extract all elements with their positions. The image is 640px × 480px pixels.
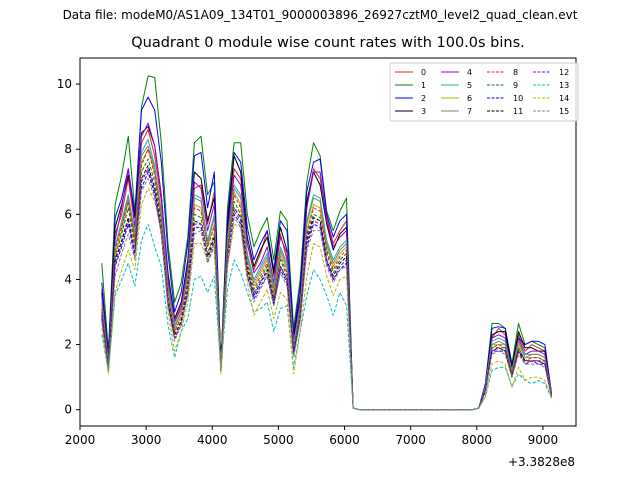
y-tick-label: 0: [64, 403, 72, 417]
y-tick-label: 6: [64, 207, 72, 221]
x-offset-label: +3.3828e8: [508, 455, 575, 469]
legend-label-0: 0: [421, 68, 426, 77]
legend-label-13: 13: [559, 81, 569, 90]
y-tick-label: 10: [57, 77, 72, 91]
legend-label-2: 2: [421, 94, 426, 103]
x-tick-label: 6000: [329, 433, 360, 447]
x-tick-label: 2000: [65, 433, 96, 447]
series-line-0: [101, 129, 552, 411]
chart-title: Quadrant 0 module wise count rates with …: [131, 35, 525, 51]
legend-label-9: 9: [513, 81, 518, 90]
figure-suptitle: Data file: modeM0/AS1A09_134T01_90000038…: [62, 8, 578, 22]
series-line-12: [101, 168, 552, 411]
legend-label-4: 4: [467, 68, 472, 77]
x-tick-label: 7000: [395, 433, 426, 447]
x-tick-label: 3000: [131, 433, 162, 447]
x-tick-label: 4000: [197, 433, 228, 447]
series-line-5: [101, 138, 552, 411]
legend-label-3: 3: [421, 107, 426, 116]
series-line-7: [101, 145, 552, 411]
legend-box: [389, 62, 579, 122]
legend-label-15: 15: [559, 107, 569, 116]
legend-label-11: 11: [513, 107, 523, 116]
legend-label-10: 10: [513, 94, 523, 103]
legend-label-7: 7: [467, 107, 472, 116]
x-tick-label: 9000: [528, 433, 559, 447]
series-line-14: [101, 187, 552, 411]
series-lines: [101, 75, 552, 411]
x-tick-label: 8000: [462, 433, 493, 447]
legend-label-8: 8: [513, 68, 518, 77]
legend-label-5: 5: [467, 81, 472, 90]
legend-label-6: 6: [467, 94, 472, 103]
y-tick-label: 4: [64, 272, 72, 286]
y-tick-label: 2: [64, 338, 72, 352]
series-line-11: [101, 165, 552, 411]
legend-label-12: 12: [559, 68, 569, 77]
series-line-15: [101, 178, 552, 411]
legend-label-1: 1: [421, 81, 426, 90]
x-tick-label: 5000: [263, 433, 294, 447]
y-tick-label: 8: [64, 142, 72, 156]
legend-label-14: 14: [559, 94, 569, 103]
axis-ticks: 2000 3000 4000 5000 6000 7000 8000 9000 0 2 4 6 8 10: [57, 77, 558, 447]
axes-frame: [79, 57, 577, 427]
